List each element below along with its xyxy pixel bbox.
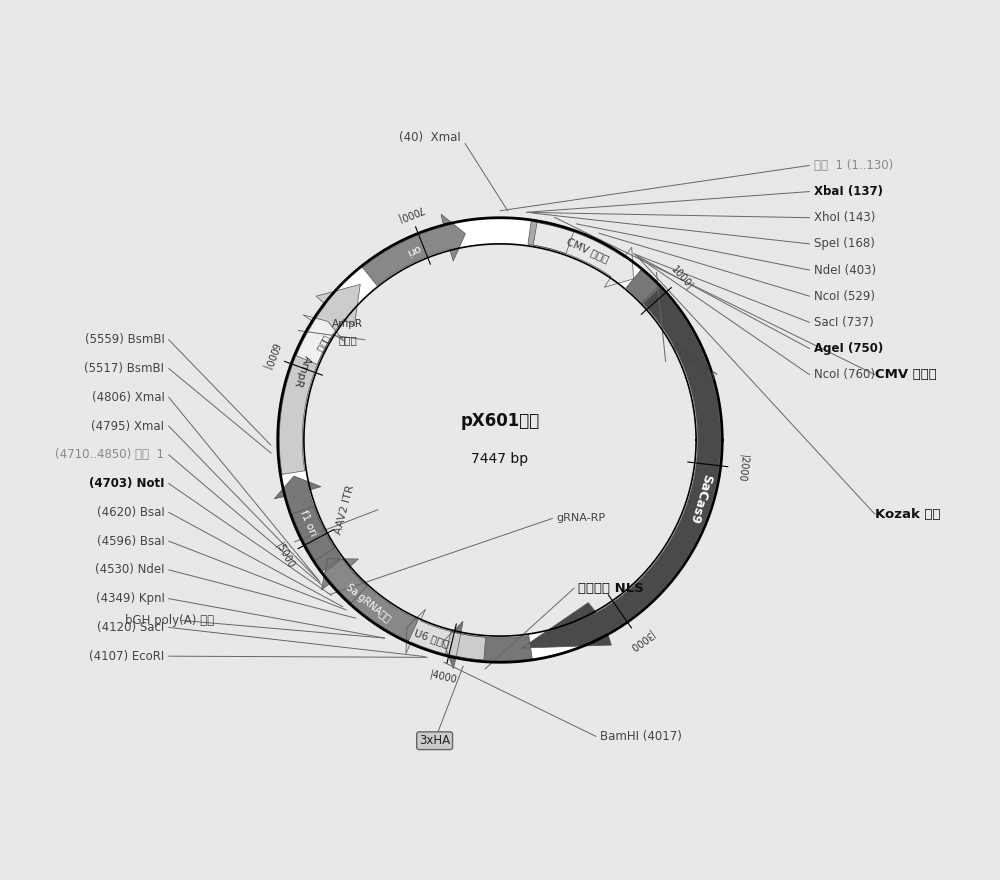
Text: (4349) KpnI: (4349) KpnI: [96, 592, 164, 605]
Text: (4620) BsaI: (4620) BsaI: [97, 506, 164, 519]
Text: 7447 bp: 7447 bp: [471, 452, 529, 466]
Text: |2000: |2000: [736, 454, 749, 483]
Text: (5517) BsmBI: (5517) BsmBI: [84, 362, 164, 375]
Text: (4120) SacI: (4120) SacI: [97, 621, 164, 634]
Text: Sa gRNA支架: Sa gRNA支架: [344, 582, 393, 624]
Text: 6000|: 6000|: [261, 341, 280, 371]
Text: AAV2 ITR: AAV2 ITR: [333, 484, 356, 536]
Polygon shape: [522, 287, 721, 648]
Text: (40)  XmaI: (40) XmaI: [399, 130, 461, 143]
Text: SV40 NLS: SV40 NLS: [670, 341, 718, 383]
Polygon shape: [321, 559, 418, 641]
Text: 3xHA: 3xHA: [419, 734, 450, 747]
Text: 核质蛋白 NLS: 核质蛋白 NLS: [578, 582, 644, 595]
Circle shape: [304, 244, 696, 636]
Text: BamHI (4017): BamHI (4017): [600, 730, 682, 743]
Polygon shape: [324, 559, 367, 603]
Text: |5000: |5000: [274, 541, 296, 570]
Text: 1000|: 1000|: [669, 264, 695, 291]
Text: AmpR: AmpR: [292, 355, 312, 389]
Circle shape: [278, 217, 722, 663]
Text: 7000|: 7000|: [395, 203, 425, 224]
Text: AmpR: AmpR: [332, 319, 363, 329]
Text: 启动子: 启动子: [338, 334, 357, 345]
Polygon shape: [406, 609, 461, 656]
Polygon shape: [296, 315, 344, 364]
Polygon shape: [279, 284, 360, 474]
Text: bGH poly(A) 信号: bGH poly(A) 信号: [125, 614, 214, 627]
Text: (4703) NotI: (4703) NotI: [89, 477, 164, 490]
Text: NdeI (403): NdeI (403): [814, 263, 876, 276]
Polygon shape: [626, 270, 660, 304]
Text: (4806) XmaI: (4806) XmaI: [92, 391, 164, 404]
Text: NcoI (760): NcoI (760): [814, 368, 875, 381]
Text: 启动子: 启动子: [315, 334, 332, 355]
Polygon shape: [443, 621, 532, 669]
Text: (4107) EcoRI: (4107) EcoRI: [89, 649, 164, 663]
Text: SaCas9: SaCas9: [687, 473, 714, 525]
Text: U6 启动子: U6 启动子: [413, 627, 451, 649]
Text: CMV 启动子: CMV 启动子: [565, 236, 610, 264]
Text: |4000: |4000: [429, 669, 458, 686]
Text: (4710..4850) 引物  1: (4710..4850) 引物 1: [55, 448, 164, 461]
Text: AgeI (750): AgeI (750): [814, 342, 883, 355]
Polygon shape: [445, 632, 486, 660]
Text: (4795) XmaI: (4795) XmaI: [91, 420, 164, 433]
Text: (4530) NdeI: (4530) NdeI: [95, 563, 164, 576]
Text: ori: ori: [405, 242, 422, 257]
Polygon shape: [363, 214, 465, 285]
Text: gRNA-RP: gRNA-RP: [557, 513, 606, 524]
Text: |3000: |3000: [626, 627, 654, 652]
Text: pX601载体: pX601载体: [460, 412, 540, 429]
Text: XbaI (137): XbaI (137): [814, 185, 883, 198]
Text: XhoI (143): XhoI (143): [814, 211, 875, 224]
Text: (5559) BsmBI: (5559) BsmBI: [85, 334, 164, 346]
Polygon shape: [292, 506, 334, 561]
Text: NcoI (529): NcoI (529): [814, 290, 875, 303]
Text: SacI (737): SacI (737): [814, 316, 874, 329]
Polygon shape: [274, 476, 341, 571]
Text: 引物  1 (1..130): 引物 1 (1..130): [814, 159, 893, 172]
Polygon shape: [533, 223, 633, 287]
Text: (4596) BsaI: (4596) BsaI: [97, 535, 164, 547]
Polygon shape: [528, 222, 574, 253]
Text: f1 ori: f1 ori: [298, 509, 318, 538]
Text: CMV 增强子: CMV 增强子: [875, 368, 937, 381]
Text: SpeI (168): SpeI (168): [814, 238, 875, 251]
Text: Kozak 序列: Kozak 序列: [875, 508, 940, 521]
